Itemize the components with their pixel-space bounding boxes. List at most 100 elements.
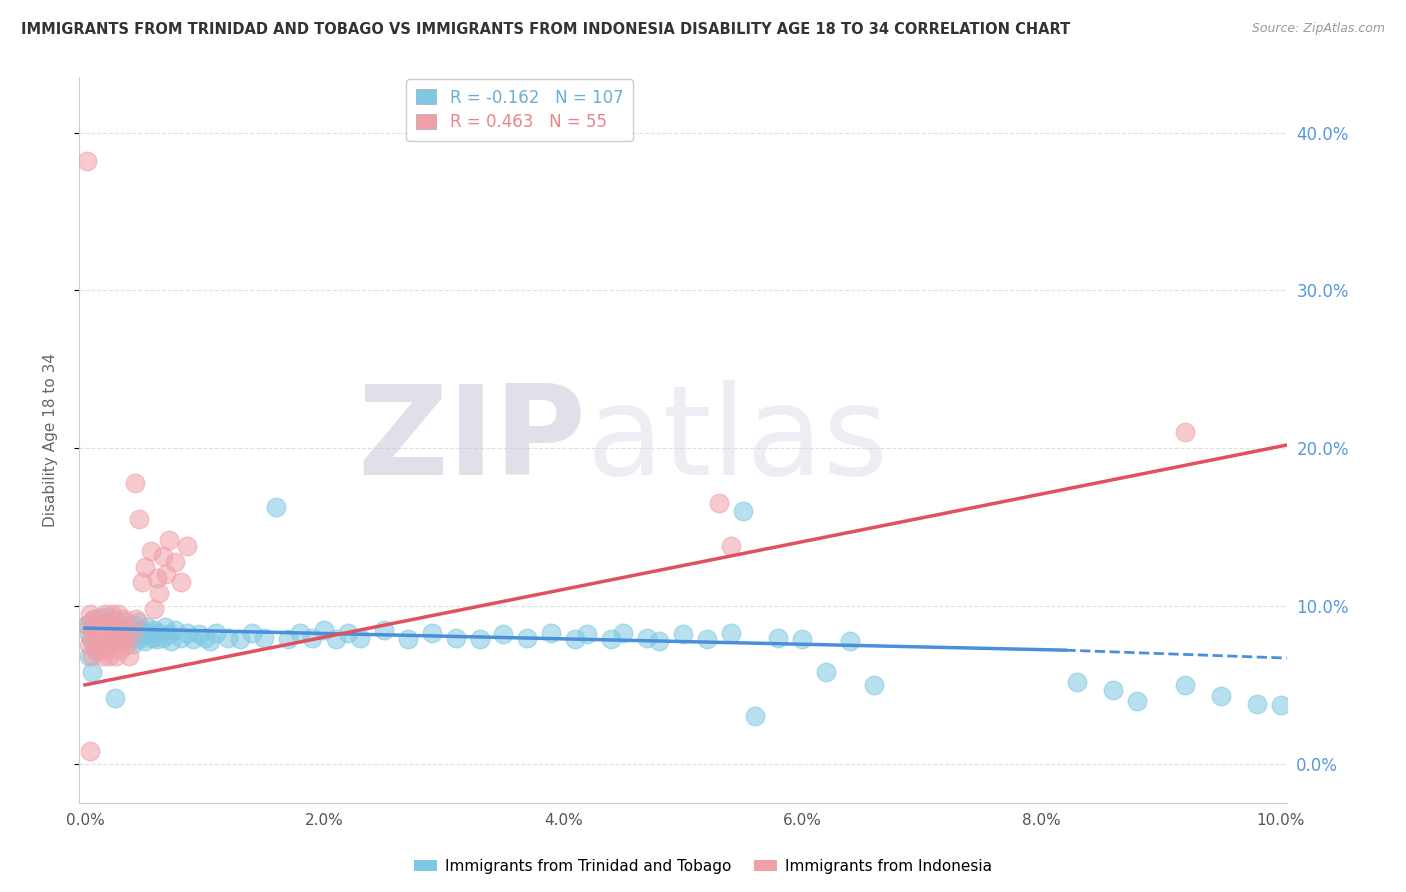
Point: [253, 631, 276, 645]
Point: [83, 612, 105, 626]
Point: [1174, 678, 1197, 692]
Point: [121, 627, 143, 641]
Point: [89, 632, 111, 647]
Point: [863, 678, 886, 692]
Point: [169, 631, 191, 645]
Point: [145, 632, 167, 647]
Point: [136, 619, 159, 633]
Point: [205, 625, 228, 640]
Point: [125, 612, 148, 626]
Point: [89, 625, 111, 640]
Y-axis label: Disability Age 18 to 34: Disability Age 18 to 34: [44, 353, 58, 527]
Point: [91, 649, 114, 664]
Point: [145, 571, 167, 585]
Point: [115, 623, 138, 637]
Point: [90, 621, 112, 635]
Point: [104, 690, 127, 705]
Legend: R = -0.162   N = 107, R = 0.463   N = 55: R = -0.162 N = 107, R = 0.463 N = 55: [406, 78, 633, 141]
Point: [89, 613, 111, 627]
Point: [76, 154, 98, 169]
Point: [600, 632, 623, 647]
Point: [444, 631, 467, 645]
Point: [672, 627, 695, 641]
Point: [91, 610, 114, 624]
Point: [100, 623, 122, 637]
Point: [103, 639, 125, 653]
Point: [720, 539, 742, 553]
Point: [124, 475, 146, 490]
Point: [325, 632, 347, 647]
Point: [768, 631, 790, 645]
Point: [707, 496, 730, 510]
Point: [792, 632, 814, 647]
Point: [301, 631, 323, 645]
Point: [312, 623, 335, 637]
Point: [181, 632, 204, 647]
Point: [121, 618, 143, 632]
Point: [110, 623, 132, 637]
Point: [129, 623, 152, 637]
Point: [82, 633, 104, 648]
Point: [492, 627, 515, 641]
Point: [86, 639, 108, 653]
Point: [115, 625, 138, 640]
Point: [82, 623, 104, 637]
Point: [103, 612, 125, 626]
Point: [839, 633, 862, 648]
Point: [105, 631, 128, 645]
Point: [96, 643, 118, 657]
Point: [77, 639, 100, 653]
Point: [79, 744, 101, 758]
Point: [117, 619, 139, 633]
Point: [176, 539, 198, 553]
Point: [82, 623, 104, 637]
Point: [120, 631, 142, 645]
Point: [84, 643, 107, 657]
Point: [1102, 682, 1125, 697]
Point: [86, 619, 108, 633]
Point: [83, 612, 105, 626]
Point: [576, 627, 599, 641]
Point: [108, 643, 131, 657]
Point: [87, 618, 110, 632]
Point: [77, 627, 100, 641]
Point: [112, 632, 135, 647]
Point: [104, 625, 127, 640]
Point: [217, 631, 239, 645]
Point: [636, 631, 658, 645]
Point: [336, 625, 359, 640]
Point: [107, 618, 129, 632]
Point: [277, 632, 299, 647]
Point: [152, 631, 174, 645]
Point: [114, 639, 136, 653]
Point: [1066, 674, 1088, 689]
Point: [373, 623, 395, 637]
Point: [169, 575, 191, 590]
Point: [1209, 689, 1232, 703]
Point: [105, 627, 128, 641]
Point: [101, 607, 124, 621]
Point: [96, 624, 118, 639]
Point: [160, 633, 183, 648]
Point: [193, 631, 215, 645]
Point: [148, 586, 170, 600]
Point: [143, 602, 166, 616]
Point: [76, 618, 98, 632]
Point: [77, 649, 100, 664]
Point: [264, 500, 287, 514]
Point: [97, 631, 120, 645]
Point: [187, 627, 209, 641]
Point: [155, 567, 177, 582]
Point: [720, 625, 742, 640]
Text: Source: ZipAtlas.com: Source: ZipAtlas.com: [1251, 22, 1385, 36]
Point: [612, 625, 634, 640]
Point: [163, 623, 186, 637]
Point: [148, 625, 170, 640]
Point: [97, 637, 120, 651]
Point: [240, 625, 263, 640]
Text: IMMIGRANTS FROM TRINIDAD AND TOBAGO VS IMMIGRANTS FROM INDONESIA DISABILITY AGE : IMMIGRANTS FROM TRINIDAD AND TOBAGO VS I…: [21, 22, 1070, 37]
Point: [564, 632, 586, 647]
Point: [97, 633, 120, 648]
Point: [141, 631, 163, 645]
Point: [91, 627, 114, 641]
